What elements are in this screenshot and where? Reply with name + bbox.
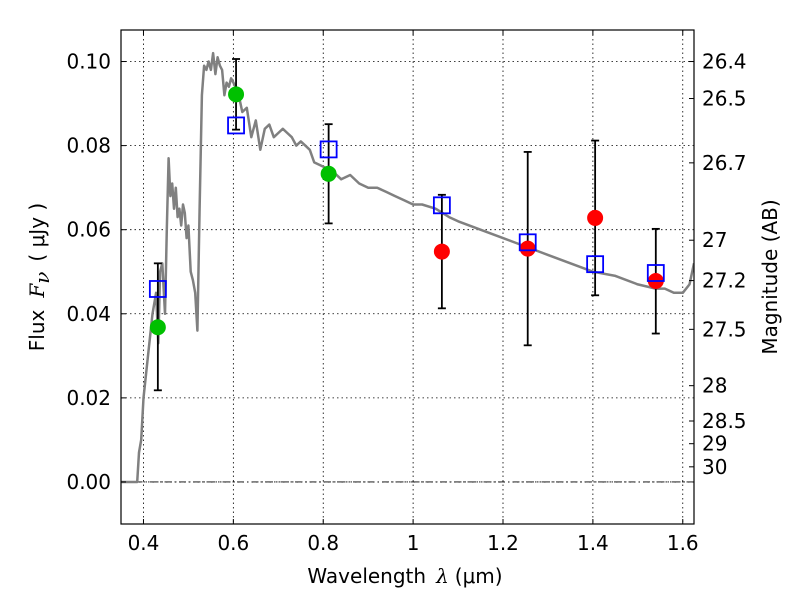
observed-point — [519, 240, 536, 257]
synthetic-point — [319, 140, 338, 159]
x-tick-label: 1.2 — [487, 531, 519, 555]
observed-point — [228, 86, 245, 103]
y-tick-label: 0.06 — [66, 218, 111, 242]
y2-axis-title: Magnitude (AB) — [758, 199, 782, 354]
y-axis-title: Flux Fν ( μJy ) — [25, 203, 54, 351]
mag-tick-label: 28 — [702, 374, 727, 398]
synthetic-point — [518, 233, 537, 252]
x-axis-title-unit: (μm) — [455, 564, 503, 588]
mag-tick-label: 26.4 — [702, 50, 747, 74]
plot-frame — [120, 29, 695, 525]
x-tick-label: 1 — [407, 531, 420, 555]
ticks-group — [121, 30, 694, 524]
observed-point — [433, 243, 450, 260]
synthetic-point — [148, 280, 167, 298]
mag-tick-label: 30 — [702, 455, 727, 479]
model-spectrum-line — [121, 51, 694, 484]
y-tick-label: 0.08 — [66, 134, 111, 158]
y-axis-title-unit: ( μJy ) — [25, 203, 49, 262]
y-axis-title-subscript: ν — [30, 272, 54, 284]
x-axis-title-prefix: Wavelength — [307, 564, 426, 588]
model-spectrum-group — [121, 51, 694, 484]
mag-tick-label: 27.5 — [702, 317, 747, 341]
y-axis-title-symbol: F — [25, 283, 49, 299]
x-tick-label: 0.8 — [307, 531, 339, 555]
tick-labels-group: 0.4 0.6 0.8 1 1.2 1.4 1.6 0.00 0.02 0.04 0.06 0.08 0… — [66, 50, 746, 555]
synthetic-point — [432, 196, 451, 215]
y-tick-label: 0.10 — [66, 50, 111, 74]
y-tick-label: 0.04 — [66, 302, 111, 326]
x-tick-label: 1.4 — [577, 531, 609, 555]
grid — [121, 30, 694, 524]
y-tick-label: 0.00 — [66, 470, 111, 494]
observed-point — [587, 209, 604, 226]
y-axis-title-prefix: Flux — [25, 309, 49, 351]
mag-tick-label: 29 — [702, 432, 727, 456]
x-axis-title: Wavelength λ (μm) — [307, 564, 502, 588]
mag-tick-label: 26.7 — [702, 151, 747, 175]
mag-tick-label: 26.5 — [702, 87, 747, 111]
x-tick-label: 1.6 — [667, 531, 699, 555]
x-axis-title-symbol: λ — [435, 564, 449, 588]
mag-tick-label: 27.2 — [702, 269, 747, 293]
synthetic-point — [586, 255, 605, 274]
synthetic-point — [227, 116, 245, 135]
mag-tick-label: 28.5 — [702, 409, 747, 433]
observed-point — [149, 319, 166, 336]
x-tick-label: 0.6 — [217, 531, 249, 555]
observed-point — [320, 165, 337, 182]
mag-tick-label: 27 — [702, 228, 727, 252]
synthetic-points-group — [148, 116, 665, 298]
y-tick-label: 0.02 — [66, 386, 111, 410]
synthetic-point — [646, 264, 665, 282]
x-tick-label: 0.4 — [128, 531, 160, 555]
